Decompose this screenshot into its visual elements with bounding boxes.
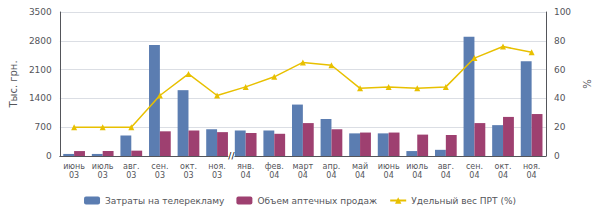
svg-text:авг.: авг.	[123, 162, 139, 171]
svg-text:04: 04	[241, 171, 251, 180]
svg-text:янв.: янв.	[237, 162, 254, 171]
svg-text:04: 04	[384, 171, 394, 180]
svg-text:Объем аптечных продаж: Объем аптечных продаж	[257, 196, 377, 206]
svg-text:03: 03	[69, 171, 79, 180]
svg-text:0: 0	[554, 151, 560, 161]
svg-text:июнь: июнь	[378, 162, 400, 171]
svg-text:сен.: сен.	[466, 162, 483, 171]
svg-text:03: 03	[183, 171, 193, 180]
svg-text:авг.: авг.	[438, 162, 454, 171]
svg-text:20: 20	[554, 122, 566, 132]
svg-text:фев.: фев.	[265, 162, 284, 171]
svg-text:04: 04	[441, 171, 451, 180]
svg-text:04: 04	[269, 171, 279, 180]
svg-text:Удельный вес ПРТ (%): Удельный вес ПРТ (%)	[411, 196, 516, 206]
svg-text:60: 60	[554, 65, 566, 75]
svg-text:04: 04	[326, 171, 336, 180]
svg-text:04: 04	[469, 171, 479, 180]
svg-text://: //	[228, 151, 235, 161]
svg-text:40: 40	[554, 93, 566, 103]
svg-text:2100: 2100	[29, 65, 52, 75]
svg-text:июнь: июнь	[63, 162, 85, 171]
svg-text:04: 04	[527, 171, 537, 180]
svg-text:1400: 1400	[29, 93, 52, 103]
svg-text:сен.: сен.	[151, 162, 168, 171]
svg-text:04: 04	[412, 171, 422, 180]
svg-text:2800: 2800	[29, 36, 52, 46]
svg-text:03: 03	[155, 171, 165, 180]
svg-text:3500: 3500	[29, 7, 52, 17]
svg-text:%: %	[582, 79, 593, 89]
svg-text:июль: июль	[406, 162, 428, 171]
svg-text:июль: июль	[92, 162, 114, 171]
svg-text:ноя.: ноя.	[523, 162, 540, 171]
svg-text:апр.: апр.	[323, 162, 341, 171]
svg-text:03: 03	[126, 171, 136, 180]
svg-text:ноя.: ноя.	[208, 162, 225, 171]
svg-text:Затраты на телерекламу: Затраты на телерекламу	[105, 196, 225, 206]
svg-text:03: 03	[98, 171, 108, 180]
svg-text:04: 04	[498, 171, 508, 180]
svg-text:04: 04	[298, 171, 308, 180]
svg-text:окт.: окт.	[495, 162, 512, 171]
svg-text:Тыс. грн.: Тыс. грн.	[8, 60, 19, 108]
svg-text:03: 03	[212, 171, 222, 180]
svg-text:март: март	[293, 162, 314, 171]
svg-text:май: май	[352, 162, 368, 171]
svg-text:700: 700	[35, 122, 52, 132]
svg-text:окт.: окт.	[180, 162, 197, 171]
svg-text:04: 04	[355, 171, 365, 180]
svg-text:80: 80	[554, 36, 566, 46]
svg-text:100: 100	[554, 7, 571, 17]
svg-text:0: 0	[46, 151, 52, 161]
